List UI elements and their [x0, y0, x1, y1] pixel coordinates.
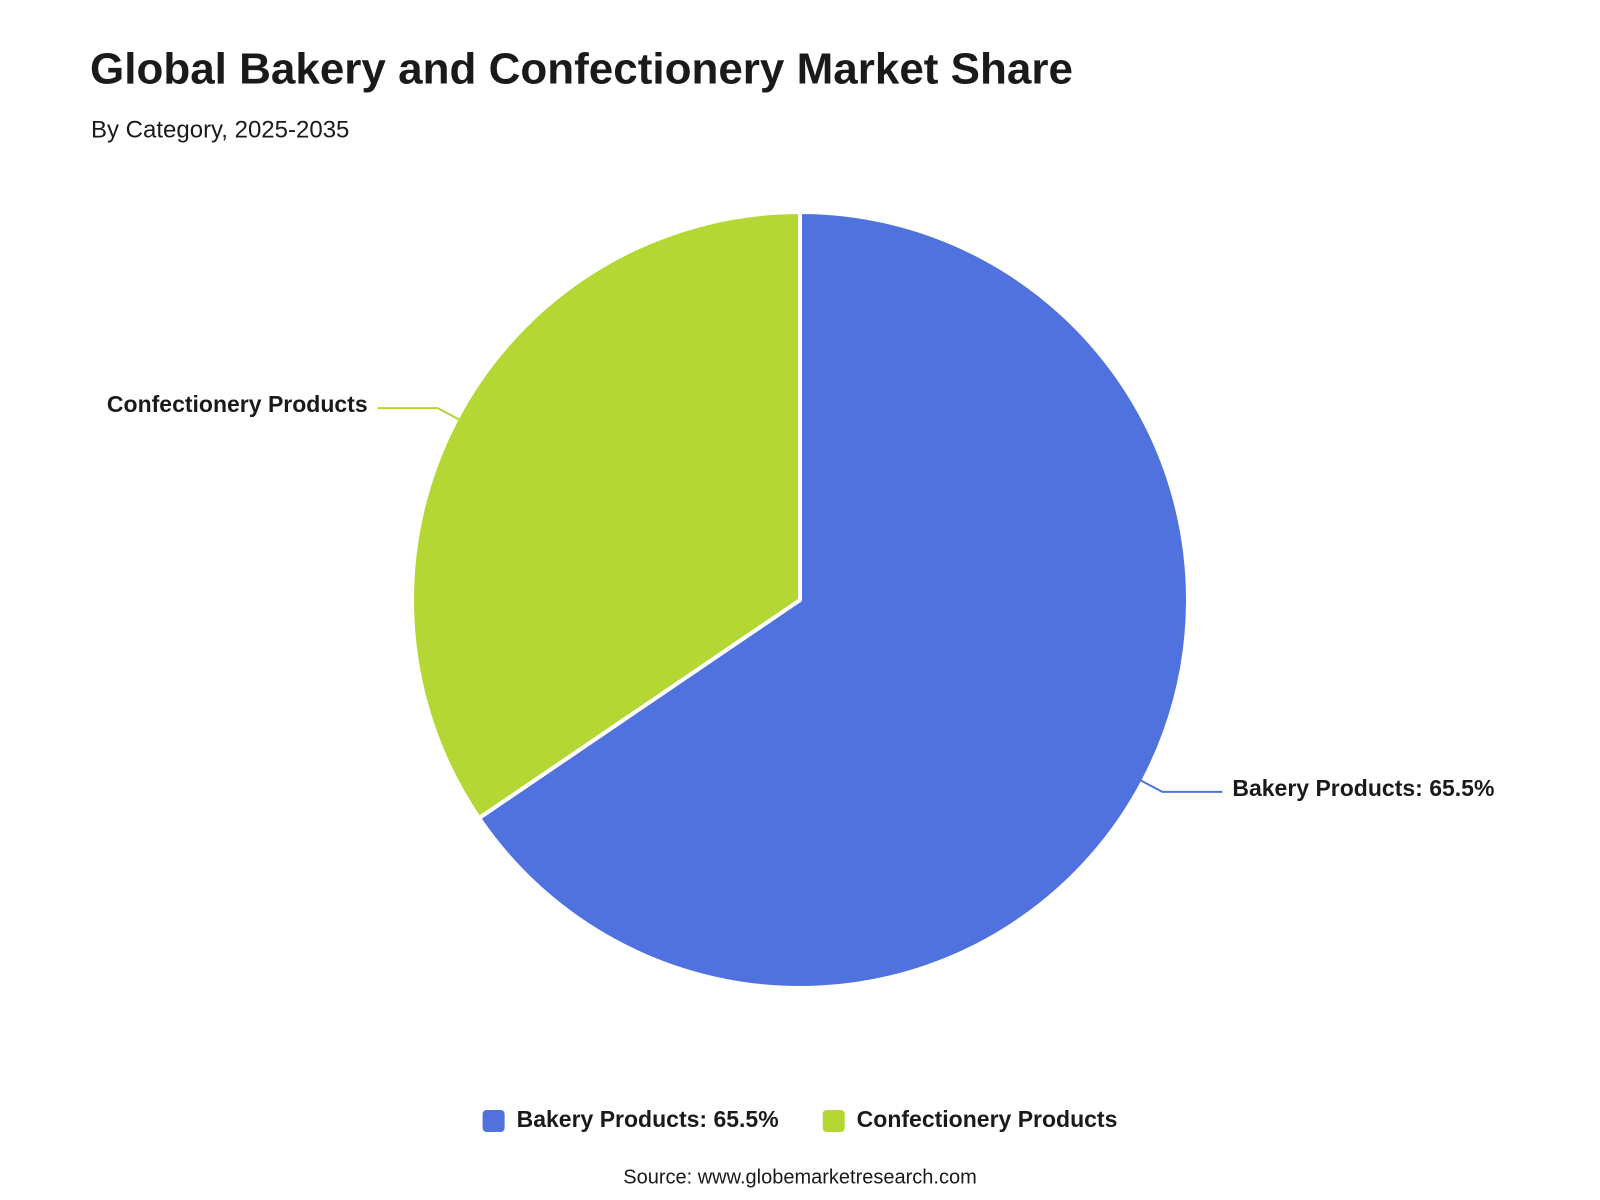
leader-line	[377, 407, 462, 422]
legend-swatch	[482, 1110, 505, 1132]
legend-swatch	[822, 1110, 845, 1132]
slice-label: Confectionery Products	[107, 391, 368, 417]
slice-label: Bakery Products: 65.5%	[1232, 775, 1494, 801]
legend-label: Bakery Products: 65.5%	[517, 1106, 779, 1132]
source: Source: www.globemarketresearch.com	[623, 1166, 976, 1188]
leader-line	[1138, 778, 1223, 793]
legend-label: Confectionery Products	[857, 1106, 1118, 1132]
chart-subtitle: By Category, 2025-2035	[91, 116, 349, 143]
chart-title: Global Bakery and Confectionery Market S…	[90, 45, 1073, 94]
legend: Bakery Products: 65.5% Confectionery Prod…	[482, 1106, 1118, 1132]
